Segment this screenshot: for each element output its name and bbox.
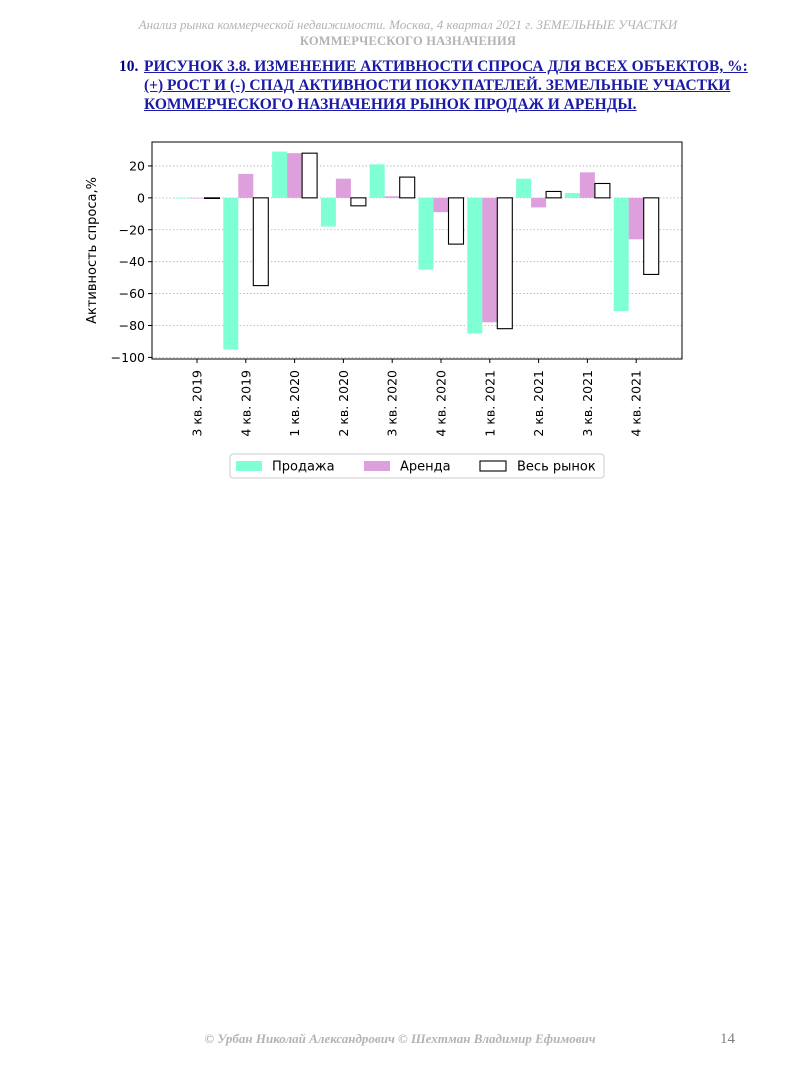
legend-label: Весь рынок (517, 460, 596, 475)
legend-box (229, 453, 605, 479)
figure-title: РИСУНОК 3.8. ИЗМЕНЕНИЕ АКТИВНОСТИ СПРОСА… (144, 58, 748, 113)
bar-total (350, 197, 367, 207)
x-tick-label: 3 кв. 2020 (385, 370, 400, 437)
bar-sale (272, 151, 288, 198)
bar-rent (189, 197, 205, 199)
bar-total (545, 190, 562, 199)
y-tick-label: 0 (137, 190, 145, 205)
y-tick-label: −100 (111, 350, 145, 365)
bar-rent (628, 197, 644, 240)
legend-label: Продажа (272, 460, 335, 475)
y-tick-label: 20 (129, 158, 145, 173)
bar-rent (287, 153, 303, 198)
header-line-1: Анализ рынка коммерческой недвижимости. … (138, 17, 678, 32)
x-tick-label: 4 кв. 2020 (434, 370, 449, 437)
legend-label: Аренда (400, 460, 451, 475)
legend-swatch (236, 461, 262, 471)
y-tick-label: −80 (119, 318, 145, 333)
bar-total (496, 197, 513, 330)
x-tick-label: 2 кв. 2020 (336, 370, 351, 437)
bar-rent (238, 173, 254, 198)
bar-rent (384, 196, 400, 198)
figure-number: 10. (119, 58, 139, 75)
legend-swatch (479, 460, 507, 472)
x-tick-label: 3 кв. 2021 (580, 370, 595, 437)
bar-sale (174, 197, 190, 199)
legend-swatch (364, 461, 390, 471)
bar-total (252, 197, 269, 287)
bar-rent (531, 197, 547, 208)
bar-total (301, 152, 318, 199)
bar-total (594, 182, 611, 199)
bar-rent (335, 178, 351, 198)
y-tick-label: −20 (119, 222, 145, 237)
bar-total (399, 176, 416, 199)
y-tick-label: −40 (119, 254, 145, 269)
x-tick-label: 1 кв. 2020 (287, 370, 302, 437)
bar-sale (369, 164, 385, 198)
footer-copyright: © Урбан Николай Александрович © Шехтман … (204, 1031, 596, 1046)
y-axis-title: Активность спроса,% (85, 177, 100, 324)
header-line-2: КОММЕРЧЕСКОГО НАЗНАЧЕНИЯ (299, 34, 517, 48)
page-number: 14 (720, 1031, 735, 1047)
bar-sale (223, 197, 239, 350)
document-header: Анализ рынка коммерческой недвижимости. … (90, 17, 726, 49)
figure-heading: 10. РИСУНОК 3.8. ИЗМЕНЕНИЕ АКТИВНОСТИ СП… (119, 57, 759, 114)
plot-frame (151, 141, 683, 360)
x-tick-label: 4 кв. 2019 (238, 370, 253, 437)
bar-sale (613, 197, 629, 312)
bar-rent (433, 197, 449, 213)
bar-total (643, 197, 660, 275)
x-tick-label: 3 кв. 2019 (190, 370, 205, 437)
bar-sale (320, 197, 336, 227)
bar-rent (579, 172, 595, 198)
x-tick-label: 1 кв. 2021 (482, 370, 497, 437)
bar-sale (418, 197, 434, 270)
bar-total (447, 197, 465, 245)
bar-sale (516, 178, 532, 198)
bar-sale (467, 197, 483, 334)
x-tick-label: 4 кв. 2021 (629, 370, 644, 437)
x-tick-label: 2 кв. 2021 (531, 370, 546, 437)
bar-total (203, 197, 221, 199)
bar-rent (482, 197, 498, 323)
bar-sale (564, 193, 580, 198)
y-tick-label: −60 (119, 286, 145, 301)
bar-chart: 20 0 −20 −40 −60 −80 −100 Активность спроса,% 3 … (85, 141, 683, 479)
